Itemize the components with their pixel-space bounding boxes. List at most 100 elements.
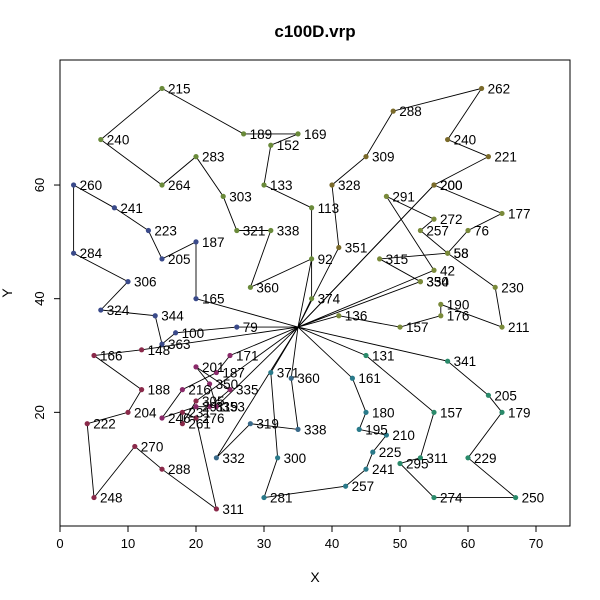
- customer-label: 363: [168, 337, 191, 352]
- customer-point: [295, 426, 301, 432]
- customer-point: [445, 136, 451, 143]
- customer-point: [295, 131, 301, 137]
- customer-point: [479, 85, 485, 92]
- customer-point: [125, 409, 131, 415]
- x-tick-label: 0: [56, 536, 63, 551]
- customer-label: 291: [392, 189, 415, 204]
- customer-label: 344: [161, 309, 184, 324]
- customer-label: 283: [202, 150, 225, 165]
- customer-point: [370, 449, 376, 455]
- customer-label: 324: [107, 303, 130, 318]
- customer-point: [193, 296, 199, 302]
- customer-label: 215: [168, 81, 191, 96]
- customer-label: 161: [358, 371, 381, 386]
- customer-point: [220, 193, 226, 199]
- customer-label: 187: [202, 235, 225, 250]
- customer-point: [431, 216, 437, 222]
- customer-label: 257: [426, 223, 449, 238]
- customer-label: 166: [100, 349, 123, 364]
- customer-point: [91, 494, 97, 501]
- customer-label: 225: [379, 445, 402, 460]
- customer-point: [125, 279, 131, 285]
- customer-point: [213, 369, 219, 376]
- customer-point: [98, 307, 104, 313]
- customer-label: 231: [188, 405, 211, 420]
- customer-points: [71, 85, 519, 512]
- customer-label: 188: [148, 383, 171, 398]
- customer-point: [84, 421, 90, 427]
- x-tick-label: 20: [189, 536, 203, 551]
- customer-label: 360: [297, 371, 320, 386]
- route-line: [297, 326, 517, 499]
- customer-point: [193, 415, 199, 421]
- y-axis: 20 40 60: [32, 178, 61, 420]
- x-tick-label: 40: [325, 536, 339, 551]
- y-tick-label: 40: [32, 291, 47, 305]
- customer-point: [390, 108, 396, 114]
- customer-label: 133: [270, 178, 293, 193]
- customer-point: [417, 455, 423, 461]
- customer-point: [275, 455, 281, 461]
- customer-point: [268, 227, 274, 234]
- y-tick-label: 20: [32, 405, 47, 419]
- customer-point: [417, 227, 423, 234]
- customer-label: 136: [345, 309, 368, 324]
- customer-label: 169: [304, 127, 327, 142]
- customer-point: [193, 398, 199, 404]
- customer-label: 113: [318, 201, 340, 216]
- customer-point: [213, 404, 219, 410]
- customer-point: [241, 131, 247, 137]
- customer-point: [193, 404, 199, 410]
- customer-point: [159, 182, 165, 188]
- customer-label: 58: [454, 246, 469, 261]
- customer-label: 288: [168, 462, 191, 477]
- customer-point: [227, 352, 233, 359]
- customer-point: [417, 279, 423, 285]
- customer-label: 148: [148, 343, 171, 358]
- customer-label: 311: [426, 451, 448, 466]
- customer-point: [193, 239, 199, 245]
- customer-point: [234, 324, 240, 330]
- customer-label: 261: [188, 417, 211, 432]
- customer-point: [363, 352, 369, 359]
- customer-point: [377, 256, 383, 262]
- customer-label: 200: [440, 178, 463, 193]
- customer-label: 276: [202, 411, 225, 426]
- x-tick-label: 50: [393, 536, 407, 551]
- customer-label: 328: [338, 178, 361, 193]
- route-lines: [73, 87, 517, 511]
- customer-label: 332: [222, 451, 245, 466]
- customer-labels: 4229127225758315350334200177765823021119…: [80, 81, 545, 517]
- customer-point: [465, 455, 471, 461]
- customer-label: 240: [454, 133, 477, 148]
- customer-label: 201: [202, 360, 225, 375]
- customer-point: [227, 387, 233, 393]
- customer-label: 223: [154, 223, 177, 238]
- chart-title: c100D.vrp: [274, 22, 355, 41]
- customer-label: 272: [440, 212, 463, 227]
- customer-point: [268, 369, 274, 376]
- customer-label: 319: [256, 417, 279, 432]
- customer-label: 338: [277, 223, 300, 238]
- customer-label: 371: [277, 366, 300, 381]
- customer-point: [329, 182, 335, 188]
- customer-point: [499, 324, 505, 330]
- customer-label: 195: [365, 422, 388, 437]
- customer-label: 319: [216, 400, 239, 415]
- customer-point: [145, 227, 151, 234]
- customer-point: [349, 375, 355, 381]
- customer-label: 177: [508, 206, 531, 221]
- customer-point: [431, 267, 437, 273]
- customer-label: 42: [440, 263, 455, 278]
- customer-label: 351: [345, 241, 368, 256]
- customer-label: 260: [80, 178, 103, 193]
- customer-label: 284: [80, 246, 103, 261]
- customer-label: 216: [188, 383, 211, 398]
- y-tick-label: 60: [32, 178, 47, 192]
- customer-label: 131: [372, 349, 395, 364]
- customer-label: 100: [182, 326, 205, 341]
- customer-point: [465, 227, 471, 234]
- customer-label: 179: [508, 405, 531, 420]
- customer-point: [71, 250, 77, 256]
- customer-label: 315: [386, 252, 409, 267]
